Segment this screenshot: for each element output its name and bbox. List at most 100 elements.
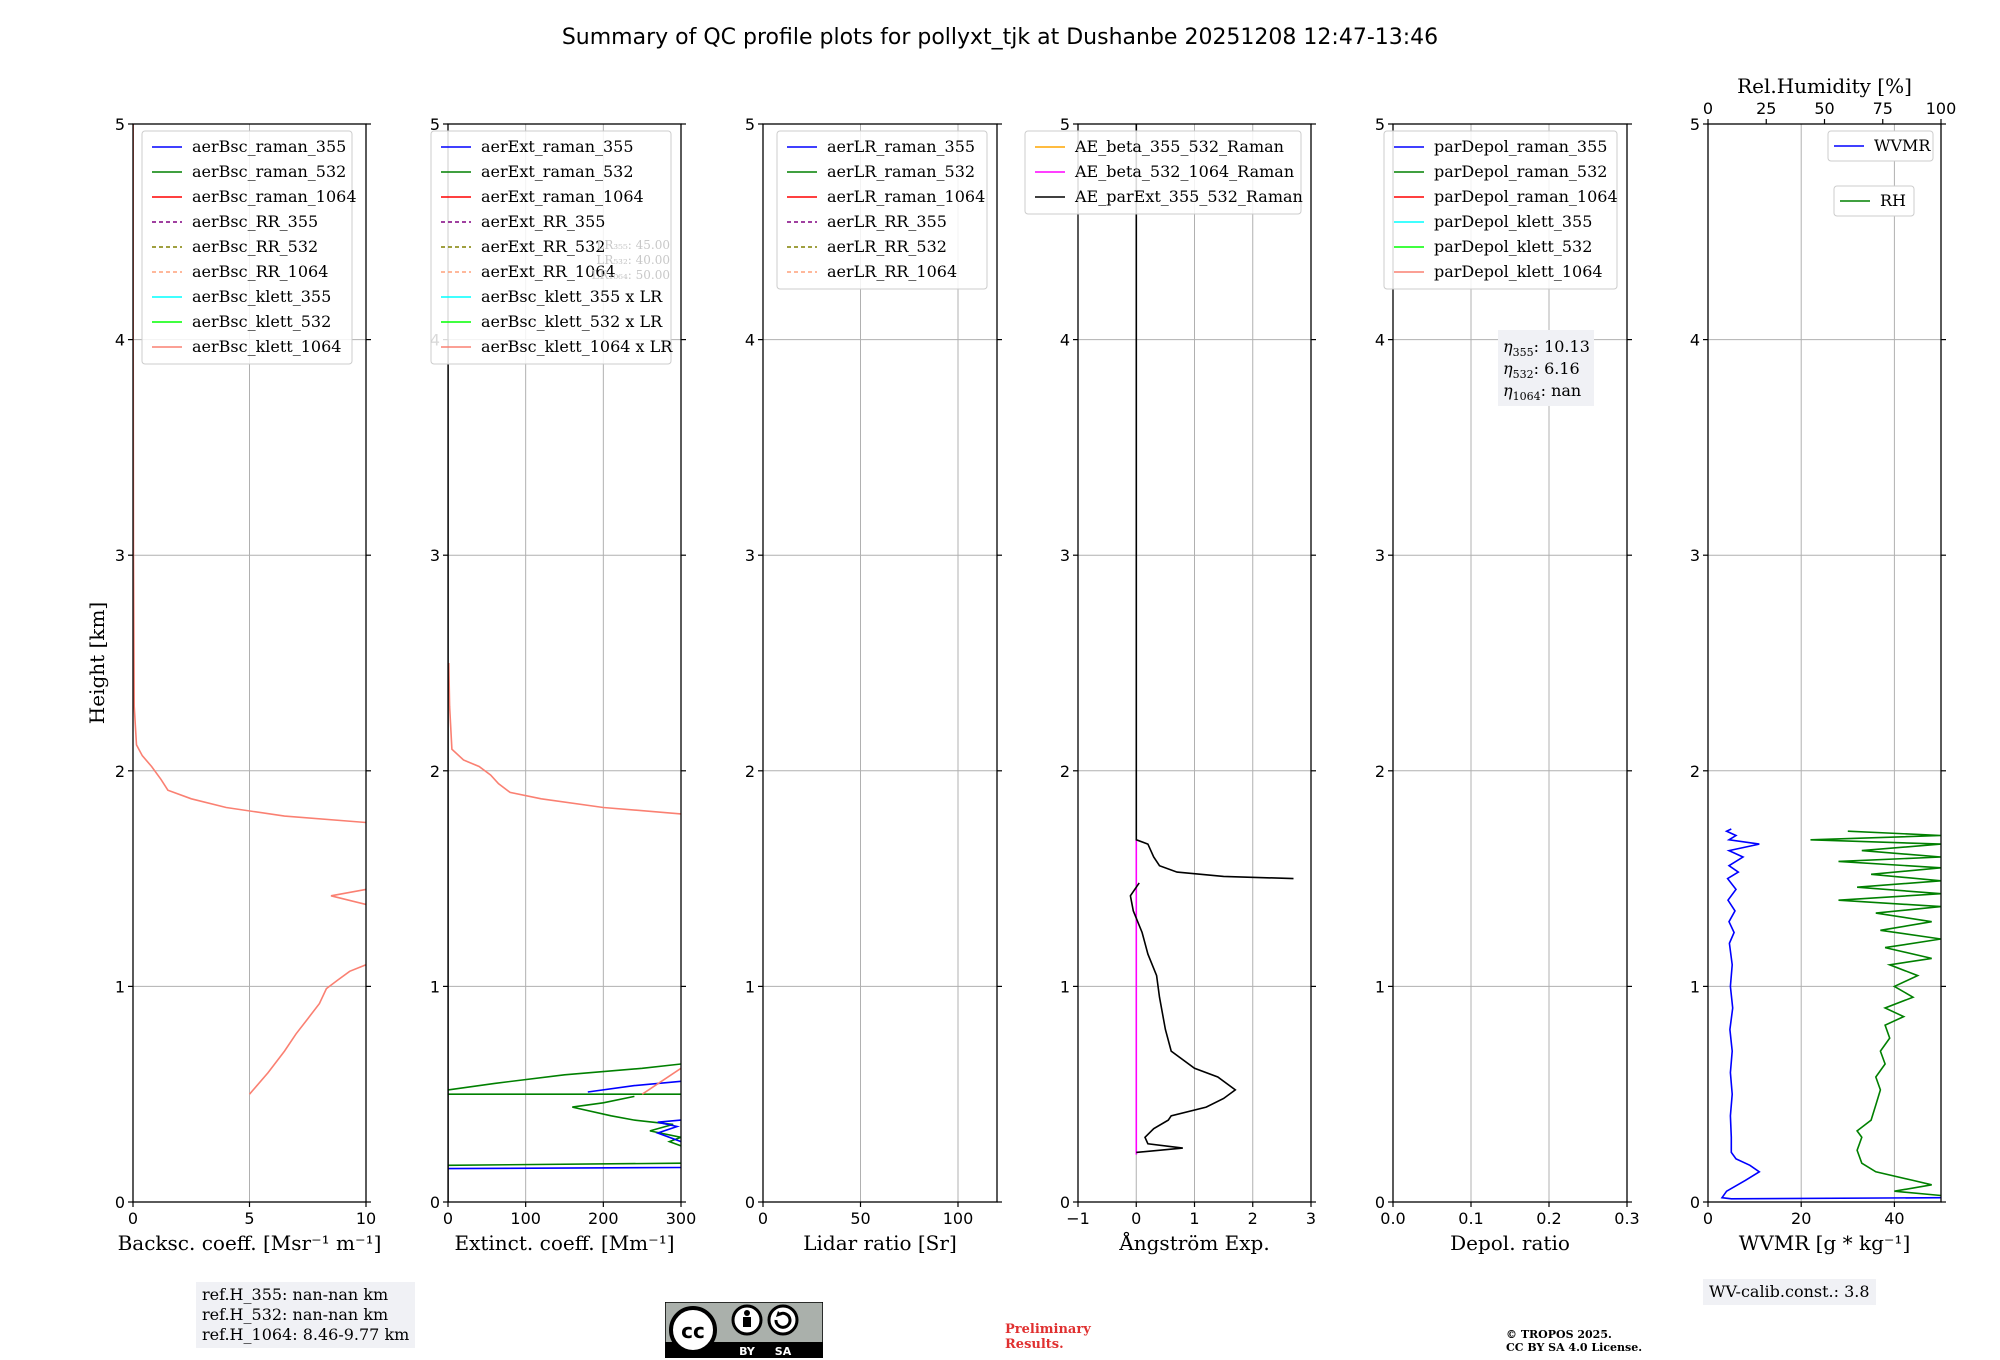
lr-annotation: LR₅₃₂: 40.00	[596, 253, 670, 267]
legend-entry: aerLR_raman_355	[827, 137, 975, 156]
y-tick-label: 0	[1060, 1193, 1070, 1212]
y-tick-label: 2	[745, 762, 755, 781]
legend-entry: AE_beta_532_1064_Raman	[1074, 162, 1294, 181]
legend-entry: aerBsc_raman_1064	[192, 187, 357, 206]
legend-entry: aerExt_RR_355	[481, 212, 605, 231]
legend-box	[1024, 130, 1302, 215]
y-tick-label: 0	[745, 1193, 755, 1212]
x-tick-label: 0	[1703, 1209, 1713, 1228]
panel-lidar-ratio: 0 50 100 0 1 2 3 4 5 Lidar ratio [Sr] aerLR_raman_…	[745, 115, 1002, 1255]
x-tick-label: 0.1	[1458, 1209, 1483, 1228]
x-tick-label: 0	[128, 1209, 138, 1228]
preliminary-line-1: Preliminary	[1005, 1322, 1091, 1337]
legend-entry: aerExt_RR_1064	[481, 262, 616, 281]
legend: AE_beta_355_532_Raman AE_beta_532_1064_Ra…	[1024, 130, 1303, 215]
legend: aerLR_raman_355 aerLR_raman_532 aerLR_rama…	[776, 130, 988, 290]
legend: parDepol_raman_355 parDepol_raman_532 parD…	[1383, 130, 1618, 290]
top-x-tick-label: 0	[1703, 99, 1713, 118]
x-tick-label: 0	[758, 1209, 768, 1228]
y-tick-label: 0	[1375, 1193, 1385, 1212]
series-aerBsc_klett_1064 x LR	[448, 662, 681, 1095]
x-tick-label: 3	[1306, 1209, 1316, 1228]
copyright-line-1: © TROPOS 2025.	[1506, 1328, 1612, 1341]
legend-entry: parDepol_raman_1064	[1434, 187, 1618, 206]
axes-frame	[1392, 123, 1628, 1203]
x-tick-label: 0.0	[1380, 1209, 1405, 1228]
x-tick-label: 10	[356, 1209, 376, 1228]
y-tick-label: 3	[1060, 546, 1070, 565]
wv-calib-const: WV-calib.const.: 3.8	[1709, 1282, 1870, 1301]
x-axis-label: Ångström Exp.	[1118, 1230, 1269, 1255]
y-axis-label: Height [km]	[85, 602, 109, 724]
legend-rh-entry: RH	[1880, 191, 1906, 210]
y-tick-label: 0	[430, 1193, 440, 1212]
legend-entry: aerBsc_RR_355	[192, 212, 318, 231]
legend-rh-box	[1833, 185, 1915, 217]
legend-entry: parDepol_raman_355	[1434, 137, 1607, 156]
x-tick-label: 0.3	[1614, 1209, 1639, 1228]
lr-annotation: LR₁₀₆₄: 50.00	[592, 268, 670, 282]
legend-entry: aerLR_raman_532	[827, 162, 975, 181]
by-label: BY	[739, 1345, 756, 1358]
y-tick-label: 1	[430, 977, 440, 996]
legend-entry: aerLR_RR_532	[827, 237, 947, 256]
sa-label: SA	[775, 1345, 792, 1358]
y-tick-label: 2	[1690, 762, 1700, 781]
x-axis-label: Extinct. coeff. [Mm⁻¹]	[454, 1231, 674, 1255]
legend-entry: aerExt_RR_532	[481, 237, 605, 256]
axes-frame	[762, 123, 998, 1203]
eta-box	[1498, 330, 1594, 406]
copyright-note: © TROPOS 2025. CC BY SA 4.0 License.	[1506, 1328, 1642, 1354]
x-axis-label: Lidar ratio [Sr]	[803, 1231, 957, 1255]
legend-entry: AE_parExt_355_532_Raman	[1074, 187, 1303, 206]
panel-backscatter: 0 5 10 0 1 2 3 4 5 Backsc. coeff. [Msr⁻¹ m⁻¹] aerB…	[115, 115, 382, 1255]
y-tick-label: 0	[115, 1193, 125, 1212]
legend-entry: AE_beta_355_532_Raman	[1074, 137, 1284, 156]
legend-entry: aerBsc_RR_1064	[192, 262, 328, 281]
y-tick-label: 5	[1375, 115, 1385, 134]
axes-frame	[447, 123, 682, 1203]
y-tick-label: 2	[1375, 762, 1385, 781]
y-tick-label: 4	[1060, 331, 1070, 350]
x-tick-label: 1	[1189, 1209, 1199, 1228]
y-tick-label: 1	[1690, 977, 1700, 996]
legend-entry: aerBsc_RR_532	[192, 237, 318, 256]
preliminary-line-2: Results.	[1005, 1337, 1064, 1352]
legend-box	[776, 130, 988, 290]
copyright-line-2: CC BY SA 4.0 License.	[1506, 1341, 1643, 1354]
y-tick-label: 4	[115, 331, 125, 350]
y-tick-label: 2	[115, 762, 125, 781]
series-aerExt_raman_532	[448, 1063, 681, 1167]
y-tick-label: 3	[1375, 546, 1385, 565]
series-RH	[1810, 830, 1941, 1197]
x-tick-label: 2	[1248, 1209, 1258, 1228]
legend-entry: aerBsc_klett_532 x LR	[481, 312, 663, 331]
panel-water-vapor: 0 20 40 0 1 2 3 4 5 WVMR [g * kg⁻¹] 0 25 50 75 100 Rel.…	[1690, 74, 1956, 1255]
legend-entry: aerBsc_klett_532	[192, 312, 331, 331]
top-x-tick-label: 50	[1814, 99, 1834, 118]
series-AE_parExt_355_532_Raman	[1129, 124, 1294, 1154]
ref-height-355: ref.H_355: nan-nan km	[202, 1285, 389, 1304]
sa-share-icon	[767, 1304, 799, 1336]
eta-annotation: η355: 10.13	[1503, 337, 1590, 359]
y-tick-label: 4	[1690, 331, 1700, 350]
legend-entry: aerLR_RR_355	[827, 212, 947, 231]
legend-wvmr-entry: WVMR	[1874, 136, 1931, 155]
x-tick-label: 200	[588, 1209, 619, 1228]
y-tick-label: 1	[115, 977, 125, 996]
y-tick-label: 3	[115, 546, 125, 565]
legend-box	[430, 130, 672, 365]
y-tick-label: 1	[1060, 977, 1070, 996]
cc-license-badge: cc BY SA	[665, 1302, 823, 1358]
wv-calib-box: WV-calib.const.: 3.8	[1703, 1279, 1876, 1305]
legend-entry: aerBsc_klett_355 x LR	[481, 287, 663, 306]
y-tick-label: 1	[745, 977, 755, 996]
x-tick-label: 0	[443, 1209, 453, 1228]
lr-annotation: LR₃₅₅: 45.00	[596, 238, 670, 252]
cc-logo-text: cc	[681, 1319, 705, 1343]
legend-entry: aerLR_RR_1064	[827, 262, 957, 281]
x-tick-label: 300	[666, 1209, 697, 1228]
top-x-tick-label: 25	[1756, 99, 1776, 118]
top-x-tick-label: 100	[1926, 99, 1957, 118]
